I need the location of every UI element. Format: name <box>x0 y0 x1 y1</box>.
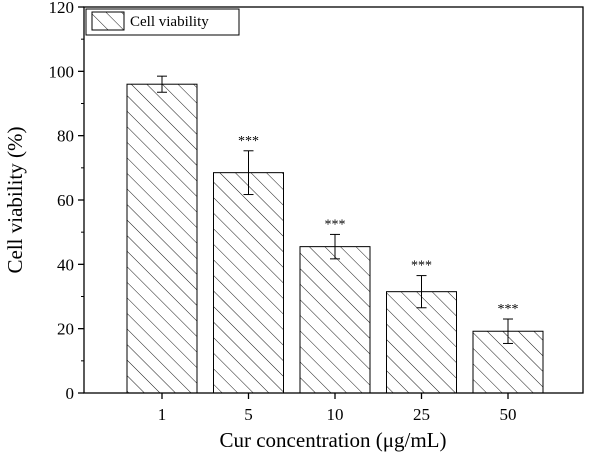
error-bars-layer <box>157 75 513 344</box>
x-axis: 1 5 10 25 50 <box>158 393 517 424</box>
y-tick-label-40: 40 <box>57 255 74 274</box>
legend-swatch <box>91 11 125 31</box>
significance-label-5: *** <box>238 134 259 149</box>
y-tick-label-120: 120 <box>49 0 75 17</box>
bar-5 <box>213 172 284 394</box>
significance-label-50: *** <box>498 302 519 317</box>
y-axis: 0 20 40 60 80 100 120 <box>49 0 84 403</box>
significance-layer: *** *** *** *** <box>238 134 519 317</box>
y-tick-label-0: 0 <box>66 384 75 403</box>
y-tick-label-100: 100 <box>49 62 75 81</box>
y-tick-label-20: 20 <box>57 320 74 339</box>
x-tick-label-50: 50 <box>500 405 517 424</box>
x-axis-title: Cur concentration (μg/mL) <box>219 428 446 452</box>
significance-label-10: *** <box>325 217 346 232</box>
legend-label: Cell viability <box>130 14 209 30</box>
legend: Cell viability <box>85 8 240 36</box>
x-tick-label-25: 25 <box>413 405 430 424</box>
x-tick-label-1: 1 <box>158 405 167 424</box>
bar-25 <box>386 291 457 394</box>
error-bar-50 <box>503 318 513 344</box>
y-axis-title: Cell viability (%) <box>3 127 27 274</box>
y-tick-label-80: 80 <box>57 127 74 146</box>
error-bar-10 <box>330 233 340 260</box>
y-tick-label-60: 60 <box>57 191 74 210</box>
bar-1 <box>126 83 198 394</box>
error-bar-1 <box>157 75 167 93</box>
error-bar-5 <box>243 150 254 196</box>
bar-10 <box>299 246 371 394</box>
significance-label-25: *** <box>411 259 432 274</box>
x-tick-label-5: 5 <box>244 405 253 424</box>
error-bar-25 <box>416 275 427 309</box>
x-tick-label-10: 10 <box>327 405 344 424</box>
